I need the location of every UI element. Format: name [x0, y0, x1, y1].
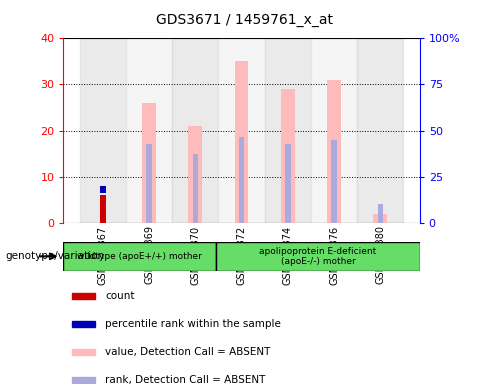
Bar: [357, 38, 404, 223]
Bar: [126, 38, 172, 223]
Text: GDS3671 / 1459761_x_at: GDS3671 / 1459761_x_at: [156, 13, 332, 27]
Bar: [311, 38, 357, 223]
Text: value, Detection Call = ABSENT: value, Detection Call = ABSENT: [105, 347, 270, 357]
Bar: [72, 321, 95, 327]
Text: rank, Detection Call = ABSENT: rank, Detection Call = ABSENT: [105, 375, 265, 384]
Bar: [142, 103, 156, 223]
Bar: [327, 80, 341, 223]
Bar: [264, 38, 311, 223]
Bar: [100, 186, 105, 193]
Bar: [281, 89, 295, 223]
Text: genotype/variation: genotype/variation: [5, 251, 104, 261]
Bar: [72, 377, 95, 382]
Text: count: count: [105, 291, 134, 301]
Bar: [172, 38, 219, 223]
Bar: [100, 195, 105, 223]
Bar: [216, 242, 420, 271]
Bar: [146, 144, 152, 223]
Text: percentile rank within the sample: percentile rank within the sample: [105, 319, 281, 329]
Bar: [63, 242, 216, 271]
Bar: [219, 38, 264, 223]
Bar: [72, 293, 95, 299]
Bar: [235, 61, 248, 223]
Bar: [193, 154, 198, 223]
Bar: [239, 137, 244, 223]
Bar: [285, 144, 290, 223]
Bar: [188, 126, 202, 223]
Bar: [331, 140, 337, 223]
Text: apolipoprotein E-deficient
(apoE-/-) mother: apolipoprotein E-deficient (apoE-/-) mot…: [259, 247, 377, 266]
Bar: [72, 349, 95, 355]
Bar: [80, 38, 126, 223]
Bar: [373, 214, 387, 223]
Text: wildtype (apoE+/+) mother: wildtype (apoE+/+) mother: [77, 252, 202, 261]
Bar: [378, 204, 383, 223]
